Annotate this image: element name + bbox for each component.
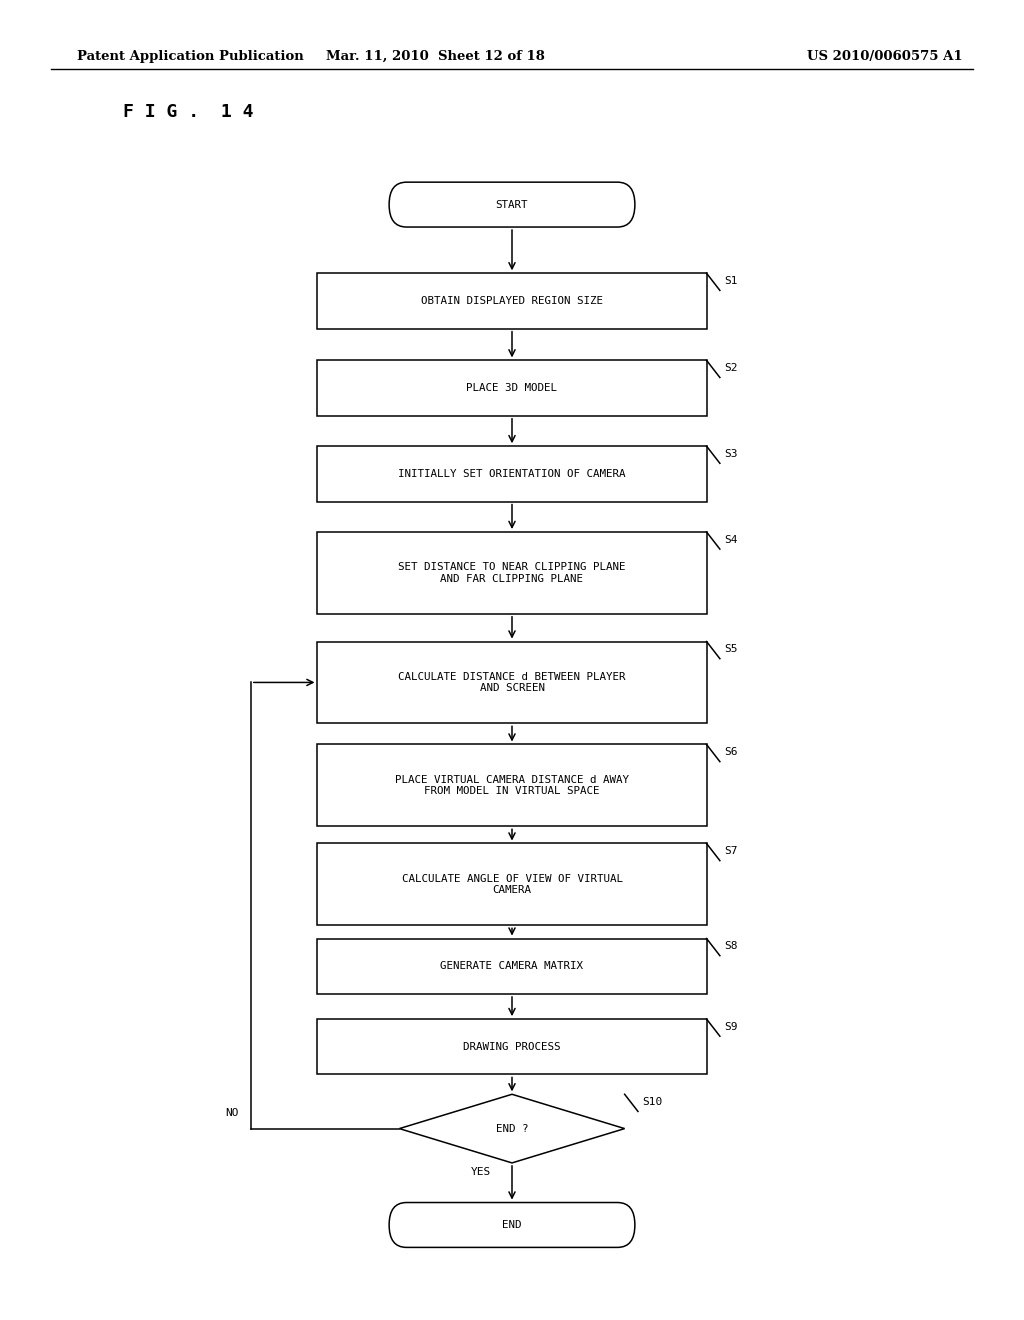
Text: NO: NO xyxy=(225,1107,239,1118)
Text: Mar. 11, 2010  Sheet 12 of 18: Mar. 11, 2010 Sheet 12 of 18 xyxy=(326,50,545,63)
FancyBboxPatch shape xyxy=(389,182,635,227)
FancyBboxPatch shape xyxy=(317,642,707,723)
Text: Patent Application Publication: Patent Application Publication xyxy=(77,50,303,63)
Text: END: END xyxy=(502,1220,522,1230)
Text: CALCULATE ANGLE OF VIEW OF VIRTUAL
CAMERA: CALCULATE ANGLE OF VIEW OF VIRTUAL CAMER… xyxy=(401,874,623,895)
Text: OBTAIN DISPLAYED REGION SIZE: OBTAIN DISPLAYED REGION SIZE xyxy=(421,296,603,306)
Text: END ?: END ? xyxy=(496,1123,528,1134)
FancyBboxPatch shape xyxy=(317,939,707,994)
Text: S9: S9 xyxy=(724,1022,737,1032)
Text: S8: S8 xyxy=(724,941,737,952)
Text: S4: S4 xyxy=(724,535,737,545)
Text: SET DISTANCE TO NEAR CLIPPING PLANE
AND FAR CLIPPING PLANE: SET DISTANCE TO NEAR CLIPPING PLANE AND … xyxy=(398,562,626,583)
Text: INITIALLY SET ORIENTATION OF CAMERA: INITIALLY SET ORIENTATION OF CAMERA xyxy=(398,469,626,479)
Text: S5: S5 xyxy=(724,644,737,655)
Text: S1: S1 xyxy=(724,276,737,286)
Text: US 2010/0060575 A1: US 2010/0060575 A1 xyxy=(807,50,963,63)
Text: S3: S3 xyxy=(724,449,737,459)
Text: GENERATE CAMERA MATRIX: GENERATE CAMERA MATRIX xyxy=(440,961,584,972)
Text: F I G .  1 4: F I G . 1 4 xyxy=(123,103,253,121)
Text: CALCULATE DISTANCE d BETWEEN PLAYER
AND SCREEN: CALCULATE DISTANCE d BETWEEN PLAYER AND … xyxy=(398,672,626,693)
FancyBboxPatch shape xyxy=(317,360,707,416)
Text: START: START xyxy=(496,199,528,210)
FancyBboxPatch shape xyxy=(317,446,707,502)
FancyBboxPatch shape xyxy=(317,744,707,826)
FancyBboxPatch shape xyxy=(317,1019,707,1074)
FancyBboxPatch shape xyxy=(317,273,707,329)
FancyBboxPatch shape xyxy=(317,532,707,614)
Text: PLACE 3D MODEL: PLACE 3D MODEL xyxy=(467,383,557,393)
FancyBboxPatch shape xyxy=(389,1203,635,1247)
Text: DRAWING PROCESS: DRAWING PROCESS xyxy=(463,1041,561,1052)
Text: YES: YES xyxy=(471,1167,492,1177)
Text: S2: S2 xyxy=(724,363,737,374)
Text: S7: S7 xyxy=(724,846,737,857)
Text: PLACE VIRTUAL CAMERA DISTANCE d AWAY
FROM MODEL IN VIRTUAL SPACE: PLACE VIRTUAL CAMERA DISTANCE d AWAY FRO… xyxy=(395,775,629,796)
FancyBboxPatch shape xyxy=(317,843,707,925)
Polygon shape xyxy=(399,1094,625,1163)
Text: S10: S10 xyxy=(642,1097,663,1107)
Text: S6: S6 xyxy=(724,747,737,758)
